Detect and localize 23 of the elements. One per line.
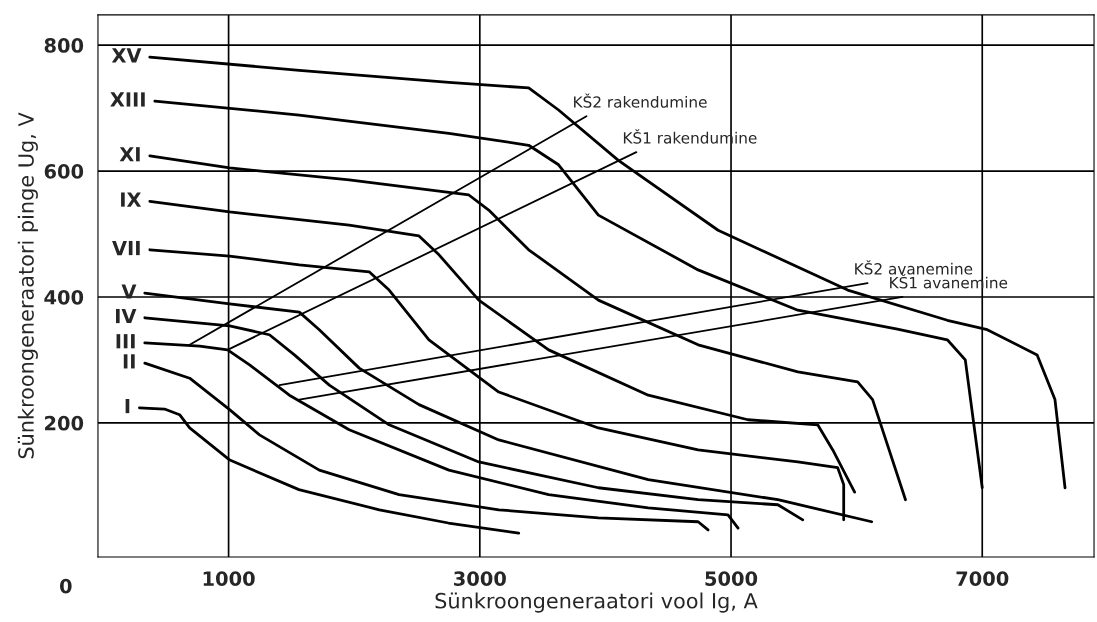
y-tick-label: 400 (44, 289, 84, 305)
x-tick-label: 5000 (705, 571, 758, 586)
series-label: VII (112, 240, 140, 256)
series-label: IV (115, 308, 137, 324)
y-tick-label: 800 (44, 38, 84, 53)
x-tick-label: 7000 (956, 571, 1009, 586)
x-tick-label: 3000 (454, 571, 506, 586)
series-label: XV (111, 48, 142, 63)
x-tick-label: 1000 (203, 571, 255, 586)
series-label: II (123, 354, 135, 369)
series-label: I (125, 398, 130, 414)
text: 0 (59, 578, 72, 594)
series-label: XI (119, 147, 140, 162)
y-tick-label: 600 (44, 164, 84, 179)
x-axis-title: Sünkroongeneraatori vool Ig, A (435, 592, 758, 613)
series-label: KŠ2 rakendumine (574, 93, 707, 108)
series-label: XIII (110, 92, 145, 107)
y-axis-title: Sünkroongeneraatori pinge Ug, V (17, 112, 38, 459)
series-label: III (116, 334, 135, 349)
series-label: KŠ2 avanemine (855, 260, 973, 275)
series-label: IX (121, 192, 142, 207)
series-label: V (121, 284, 137, 299)
y-tick-label: 200 (45, 415, 84, 431)
